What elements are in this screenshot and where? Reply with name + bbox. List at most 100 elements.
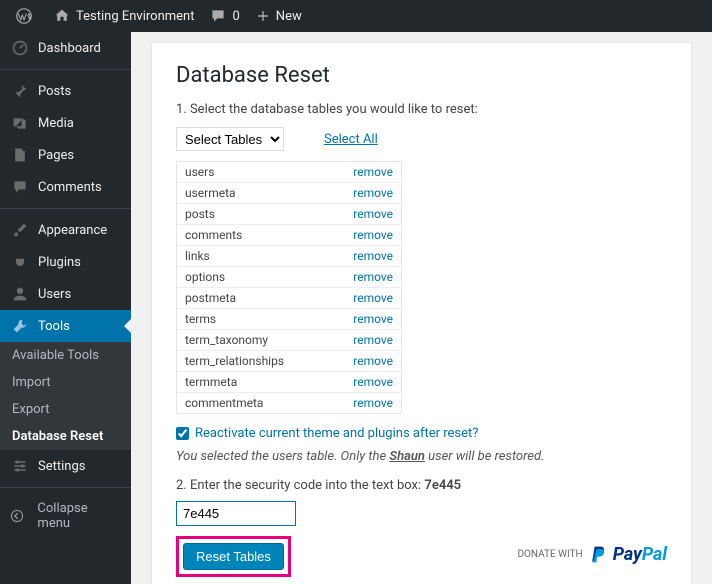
remove-link[interactable]: remove (353, 333, 393, 347)
wrench-icon (10, 318, 30, 334)
sidebar-item-posts[interactable]: Posts (0, 75, 131, 107)
sidebar-item-pages[interactable]: Pages (0, 139, 131, 171)
home-icon (54, 8, 70, 24)
sidebar-item-label: Media (38, 116, 74, 131)
user-icon (10, 286, 30, 302)
comments-count: 0 (232, 9, 239, 24)
sidebar-item-plugins[interactable]: Plugins (0, 246, 131, 278)
table-row: term_taxonomy remove (177, 330, 401, 351)
sidebar-item-comments[interactable]: Comments (0, 171, 131, 203)
sidebar-item-settings[interactable]: Settings (0, 450, 131, 482)
tables-list: usersremoveusermetaremovepostsremovecomm… (176, 161, 402, 414)
table-row: posts remove (177, 204, 401, 225)
remove-link[interactable]: remove (353, 312, 393, 326)
collapse-icon (10, 509, 29, 523)
collapse-label: Collapse menu (37, 501, 121, 531)
sidebar-item-users[interactable]: Users (0, 278, 131, 310)
highlight-box: Reset Tables (176, 536, 291, 577)
step2-text: 2. Enter the security code into the text… (176, 478, 667, 493)
comment-icon (210, 8, 226, 24)
sidebar-item-media[interactable]: Media (0, 107, 131, 139)
sidebar-item-appearance[interactable]: Appearance (0, 214, 131, 246)
step1-text: 1. Select the database tables you would … (176, 102, 667, 117)
remove-link[interactable]: remove (353, 207, 393, 221)
table-row: users remove (177, 162, 401, 183)
table-name: options (185, 270, 225, 284)
table-name: termmeta (185, 375, 237, 389)
table-name: usermeta (185, 186, 236, 200)
sidebar-item-label: Settings (38, 459, 85, 474)
donate-label: DONATE WITH (517, 549, 582, 560)
remove-link[interactable]: remove (353, 165, 393, 179)
table-name: links (185, 249, 210, 263)
table-name: term_taxonomy (185, 333, 268, 347)
remove-link[interactable]: remove (353, 228, 393, 242)
table-row: terms remove (177, 309, 401, 330)
comment-icon (10, 179, 30, 195)
new-label: New (276, 9, 302, 24)
table-name: postmeta (185, 291, 236, 305)
table-row: termmeta remove (177, 372, 401, 393)
tools-submenu: Available Tools Import Export Database R… (0, 342, 131, 450)
panel: Database Reset 1. Select the database ta… (151, 42, 692, 584)
wordpress-icon (16, 8, 32, 24)
submenu-available-tools[interactable]: Available Tools (0, 342, 131, 369)
sidebar-item-dashboard[interactable]: Dashboard (0, 32, 131, 64)
page-title: Database Reset (176, 63, 667, 88)
submenu-import[interactable]: Import (0, 369, 131, 396)
table-row: term_relationships remove (177, 351, 401, 372)
remove-link[interactable]: remove (353, 354, 393, 368)
remove-link[interactable]: remove (353, 396, 393, 410)
dashboard-icon (10, 40, 30, 56)
remove-link[interactable]: remove (353, 291, 393, 305)
table-name: comments (185, 228, 242, 242)
reactivate-checkbox[interactable] (176, 427, 189, 440)
table-name: posts (185, 207, 215, 221)
sidebar-item-tools[interactable]: Tools (0, 310, 131, 342)
plug-icon (10, 254, 30, 270)
paypal-logo: PayPal (613, 544, 667, 565)
remove-link[interactable]: remove (353, 270, 393, 284)
table-name: term_relationships (185, 354, 284, 368)
table-row: usermeta remove (177, 183, 401, 204)
table-name: terms (185, 312, 216, 326)
admin-sidebar: Dashboard Posts Media Pages Comments App… (0, 32, 131, 584)
note-text: You selected the users table. Only the S… (176, 449, 667, 464)
submenu-database-reset[interactable]: Database Reset (0, 423, 131, 450)
security-code-input[interactable] (176, 501, 296, 526)
sidebar-item-label: Plugins (38, 255, 81, 270)
remove-link[interactable]: remove (353, 249, 393, 263)
plus-icon (256, 9, 270, 23)
admin-bar: Testing Environment 0 New (0, 0, 712, 32)
tables-select[interactable]: Select Tables (176, 127, 284, 151)
table-row: comments remove (177, 225, 401, 246)
sidebar-item-label: Dashboard (38, 41, 101, 56)
donate-row[interactable]: DONATE WITH PayPal (517, 544, 667, 565)
site-name: Testing Environment (76, 9, 194, 24)
paypal-icon (589, 545, 607, 565)
sidebar-item-label: Comments (38, 180, 102, 195)
sidebar-item-label: Tools (38, 319, 70, 334)
main-content: Database Reset 1. Select the database ta… (131, 32, 712, 584)
table-name: commentmeta (185, 396, 263, 410)
remove-link[interactable]: remove (353, 186, 393, 200)
comments-link[interactable]: 0 (202, 8, 247, 24)
table-row: links remove (177, 246, 401, 267)
remove-link[interactable]: remove (353, 375, 393, 389)
sidebar-item-label: Pages (38, 148, 74, 163)
wp-logo[interactable] (8, 8, 46, 24)
table-name: users (185, 165, 214, 179)
page-icon (10, 147, 30, 163)
sliders-icon (10, 458, 30, 474)
brush-icon (10, 222, 30, 238)
reactivate-label[interactable]: Reactivate current theme and plugins aft… (195, 426, 478, 441)
site-name-link[interactable]: Testing Environment (46, 8, 202, 24)
new-link[interactable]: New (248, 9, 310, 24)
sidebar-item-label: Posts (38, 84, 71, 99)
reset-tables-button[interactable]: Reset Tables (183, 543, 284, 570)
collapse-menu[interactable]: Collapse menu (0, 493, 131, 539)
pin-icon (10, 83, 30, 99)
select-all-link[interactable]: Select All (324, 132, 378, 147)
submenu-export[interactable]: Export (0, 396, 131, 423)
table-row: options remove (177, 267, 401, 288)
